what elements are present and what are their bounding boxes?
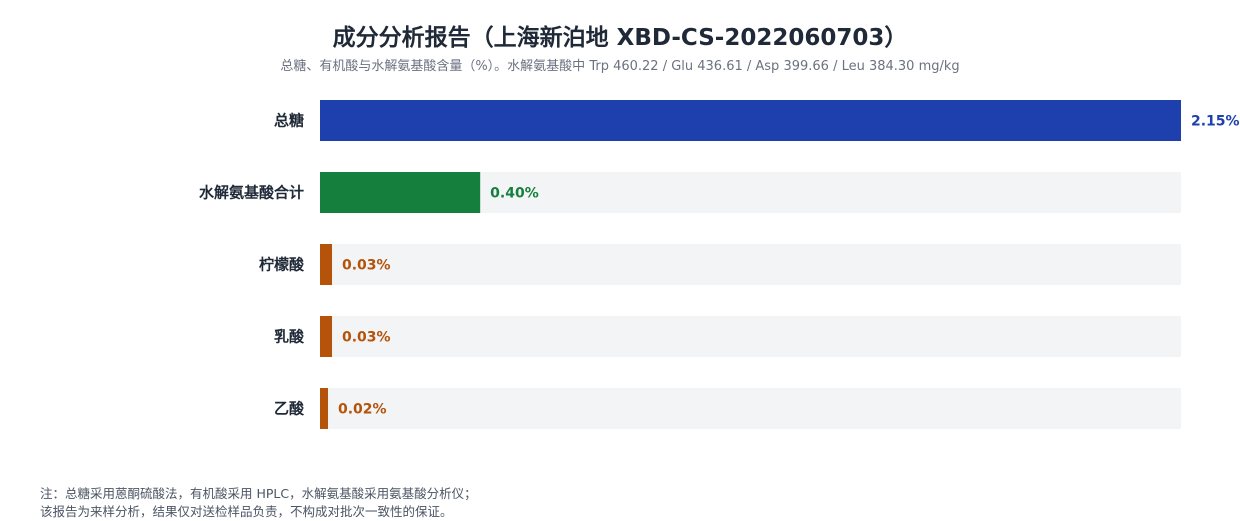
- bar: [320, 100, 1181, 141]
- category-label: 水解氨基酸合计: [199, 184, 304, 202]
- bar: [320, 388, 329, 429]
- category-label: 总糖: [274, 112, 304, 130]
- chart-subtitle: 总糖、有机酸与水解氨基酸含量（%）。水解氨基酸中 Trp 460.22 / Gl…: [280, 59, 960, 74]
- category-label: 乳酸: [274, 328, 305, 346]
- bar-row: 水解氨基酸合计 0.40%: [199, 172, 1181, 213]
- bar-track: [320, 244, 1181, 285]
- bar-row: 柠檬酸 0.03%: [259, 244, 1181, 285]
- bar: [320, 172, 481, 213]
- bar-row: 总糖 2.15%: [274, 100, 1240, 141]
- bar-row: 乙酸 0.02%: [274, 388, 1181, 429]
- data-label: 0.02%: [338, 402, 387, 418]
- bar: [320, 244, 333, 285]
- footnote-line-1: 注：总糖采用蒽酮硫酸法，有机酸采用 HPLC，水解氨基酸采用氨基酸分析仪；: [40, 486, 477, 501]
- chart-title: 成分分析报告（上海新泊地 XBD-CS-2022060703）: [332, 25, 908, 51]
- bar-chart: 总糖 2.15% 水解氨基酸合计 0.40% 柠檬酸 0.03% 乳酸 0.03% 乙酸 0.02…: [199, 100, 1240, 429]
- category-label: 柠檬酸: [259, 256, 305, 274]
- bar: [320, 316, 333, 357]
- data-label: 0.03%: [342, 330, 391, 346]
- bar-track: [320, 388, 1181, 429]
- bar-track: [320, 316, 1181, 357]
- footnote-line-2: 该报告为来样分析，结果仅对送检样品负责，不构成对批次一致性的保证。: [40, 504, 453, 519]
- footnote: 注：总糖采用蒽酮硫酸法，有机酸采用 HPLC，水解氨基酸采用氨基酸分析仪； 该报…: [40, 485, 477, 521]
- data-label: 0.40%: [490, 186, 539, 202]
- category-label: 乙酸: [274, 400, 305, 418]
- data-label: 0.03%: [342, 258, 391, 274]
- bar-row: 乳酸 0.03%: [274, 316, 1181, 357]
- data-label: 2.15%: [1191, 114, 1240, 130]
